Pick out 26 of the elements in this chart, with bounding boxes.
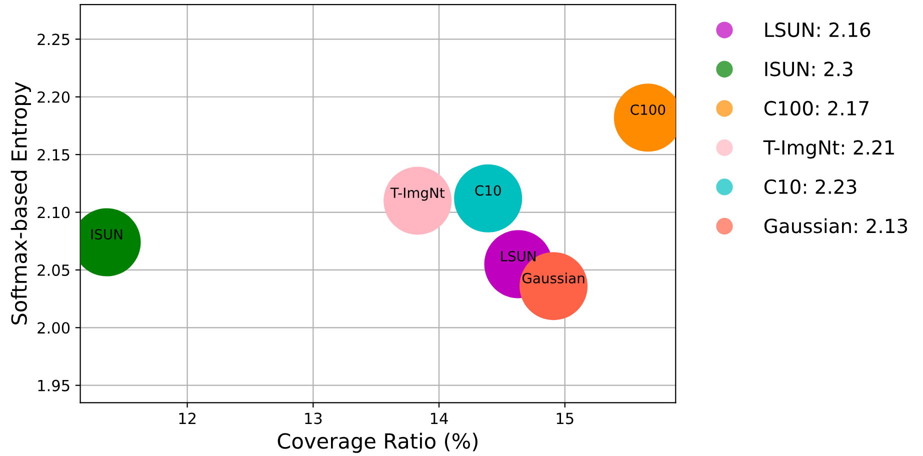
annotation: C10 <box>475 185 501 196</box>
x-tick-label: 13 <box>305 412 322 424</box>
y-tick-label: 2.25 <box>38 34 70 46</box>
legend-label: ISUN: 2.3 <box>765 62 852 76</box>
x-tick-label: 12 <box>179 412 196 424</box>
legend-label: C10: 2.23 <box>764 179 856 194</box>
y-tick-label: 2.20 <box>38 91 70 103</box>
x-axis-title: Coverage Ratio (%) <box>278 432 478 453</box>
point <box>454 164 522 232</box>
annotation: Gaussian <box>522 272 584 284</box>
annotation: ISUN <box>91 229 122 240</box>
y-axis-title: Softmax-based Entropy <box>10 82 32 324</box>
y-tick-label: 2.15 <box>38 149 70 161</box>
y-tick-label: 2.00 <box>38 322 70 334</box>
legend-label: LSUN: 2.16 <box>765 22 870 38</box>
annotation: LSUN <box>501 250 536 262</box>
y-tick-label: 2.05 <box>38 264 70 276</box>
y-tick-label: 1.95 <box>38 380 70 392</box>
legend-label: T-ImgNt: 2.21 <box>763 140 894 159</box>
x-tick-label: 14 <box>430 412 448 424</box>
legend-label: C100: 2.17 <box>764 100 868 116</box>
x-tick-label: 15 <box>556 412 574 424</box>
legend-label: Gaussian: 2.13 <box>764 218 908 234</box>
annotation: C100 <box>630 104 666 115</box>
y-tick-label: 2.10 <box>38 206 70 218</box>
annotation: T-ImgNt <box>390 188 445 201</box>
